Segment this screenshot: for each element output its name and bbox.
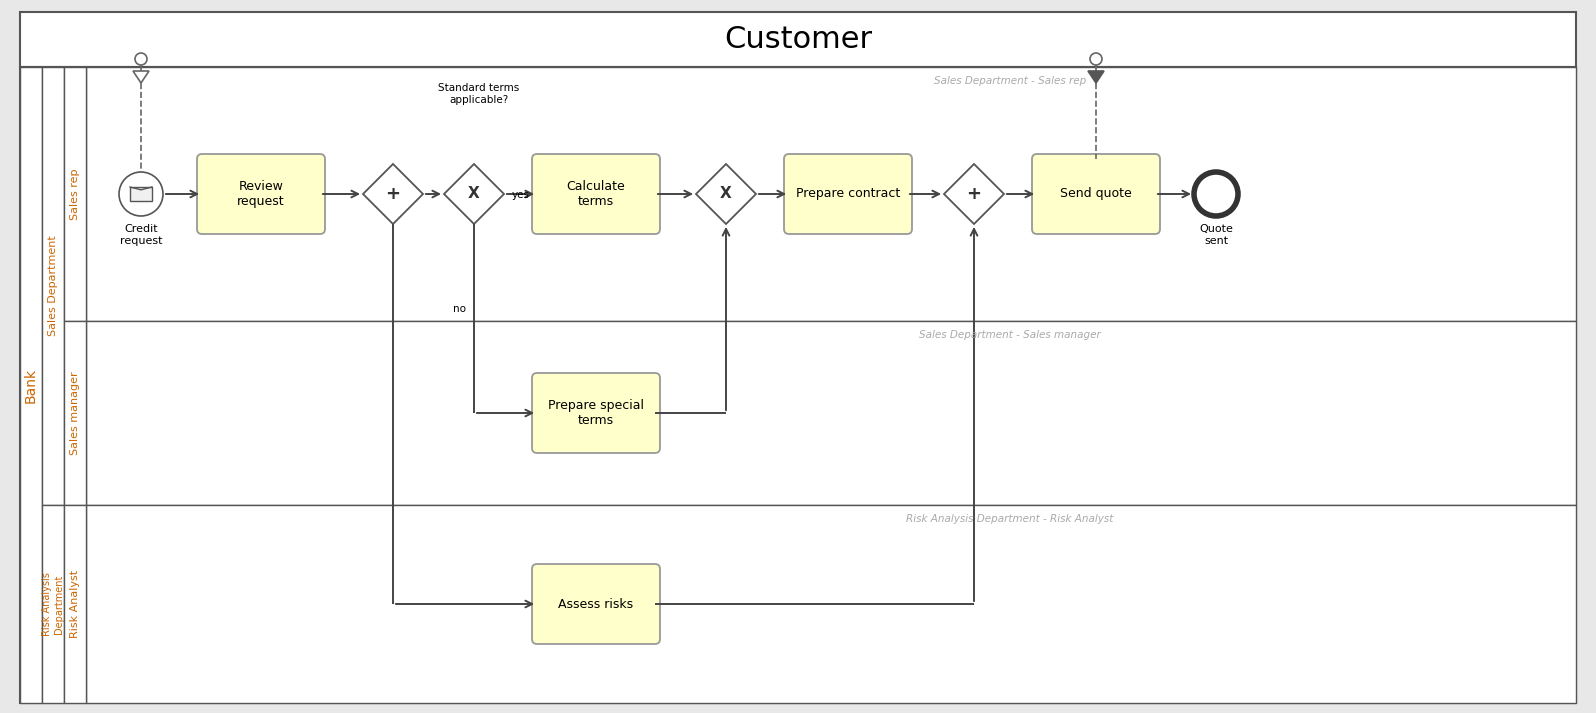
Bar <box>41 67 64 505</box>
Bar <box>86 505 1575 703</box>
Circle shape <box>1194 172 1238 216</box>
Text: Prepare contract: Prepare contract <box>796 188 900 200</box>
Bar <box>86 321 1575 505</box>
Text: Quote
sent: Quote sent <box>1199 224 1234 245</box>
FancyBboxPatch shape <box>1033 154 1160 234</box>
Bar <box>21 67 41 703</box>
Text: Prepare special
terms: Prepare special terms <box>547 399 645 427</box>
Text: Bank: Bank <box>24 367 38 403</box>
FancyBboxPatch shape <box>531 373 661 453</box>
Text: Sales Department - Sales rep: Sales Department - Sales rep <box>934 76 1085 86</box>
Bar <box>129 187 152 201</box>
Text: Send quote: Send quote <box>1060 188 1132 200</box>
Circle shape <box>120 172 163 216</box>
Text: Standard terms
applicable?: Standard terms applicable? <box>439 83 520 105</box>
Circle shape <box>1090 53 1101 65</box>
Text: Customer: Customer <box>725 25 871 54</box>
Text: Calculate
terms: Calculate terms <box>567 180 626 208</box>
Text: Review
request: Review request <box>238 180 284 208</box>
FancyBboxPatch shape <box>531 564 661 644</box>
Polygon shape <box>362 164 423 224</box>
Bar <box>64 321 86 505</box>
Polygon shape <box>1088 71 1104 83</box>
Text: no: no <box>453 304 466 314</box>
Text: Risk Analyst: Risk Analyst <box>70 570 80 638</box>
FancyBboxPatch shape <box>531 154 661 234</box>
Text: Credit
request: Credit request <box>120 224 163 245</box>
Text: X: X <box>468 187 480 202</box>
Polygon shape <box>696 164 757 224</box>
Bar <box>41 505 64 703</box>
Bar <box>64 67 86 321</box>
Text: Sales manager: Sales manager <box>70 371 80 455</box>
Text: Sales Department: Sales Department <box>48 235 57 337</box>
FancyBboxPatch shape <box>196 154 326 234</box>
Bar <box>21 12 1575 67</box>
Bar <box>64 505 86 703</box>
Polygon shape <box>444 164 504 224</box>
Polygon shape <box>943 164 1004 224</box>
Text: Assess risks: Assess risks <box>559 597 634 610</box>
Text: +: + <box>967 185 982 203</box>
Text: Risk Analysis
Department: Risk Analysis Department <box>41 572 64 636</box>
Bar <box>86 67 1575 321</box>
Text: Sales Department - Sales manager: Sales Department - Sales manager <box>919 330 1101 340</box>
FancyBboxPatch shape <box>784 154 911 234</box>
Text: +: + <box>386 185 401 203</box>
Text: X: X <box>720 187 733 202</box>
Text: Risk Analysis Department - Risk Analyst: Risk Analysis Department - Risk Analyst <box>907 514 1114 524</box>
Polygon shape <box>132 71 148 83</box>
Text: Sales rep: Sales rep <box>70 168 80 220</box>
Bar <box>21 67 1575 703</box>
Circle shape <box>136 53 147 65</box>
Text: yes: yes <box>511 190 530 200</box>
